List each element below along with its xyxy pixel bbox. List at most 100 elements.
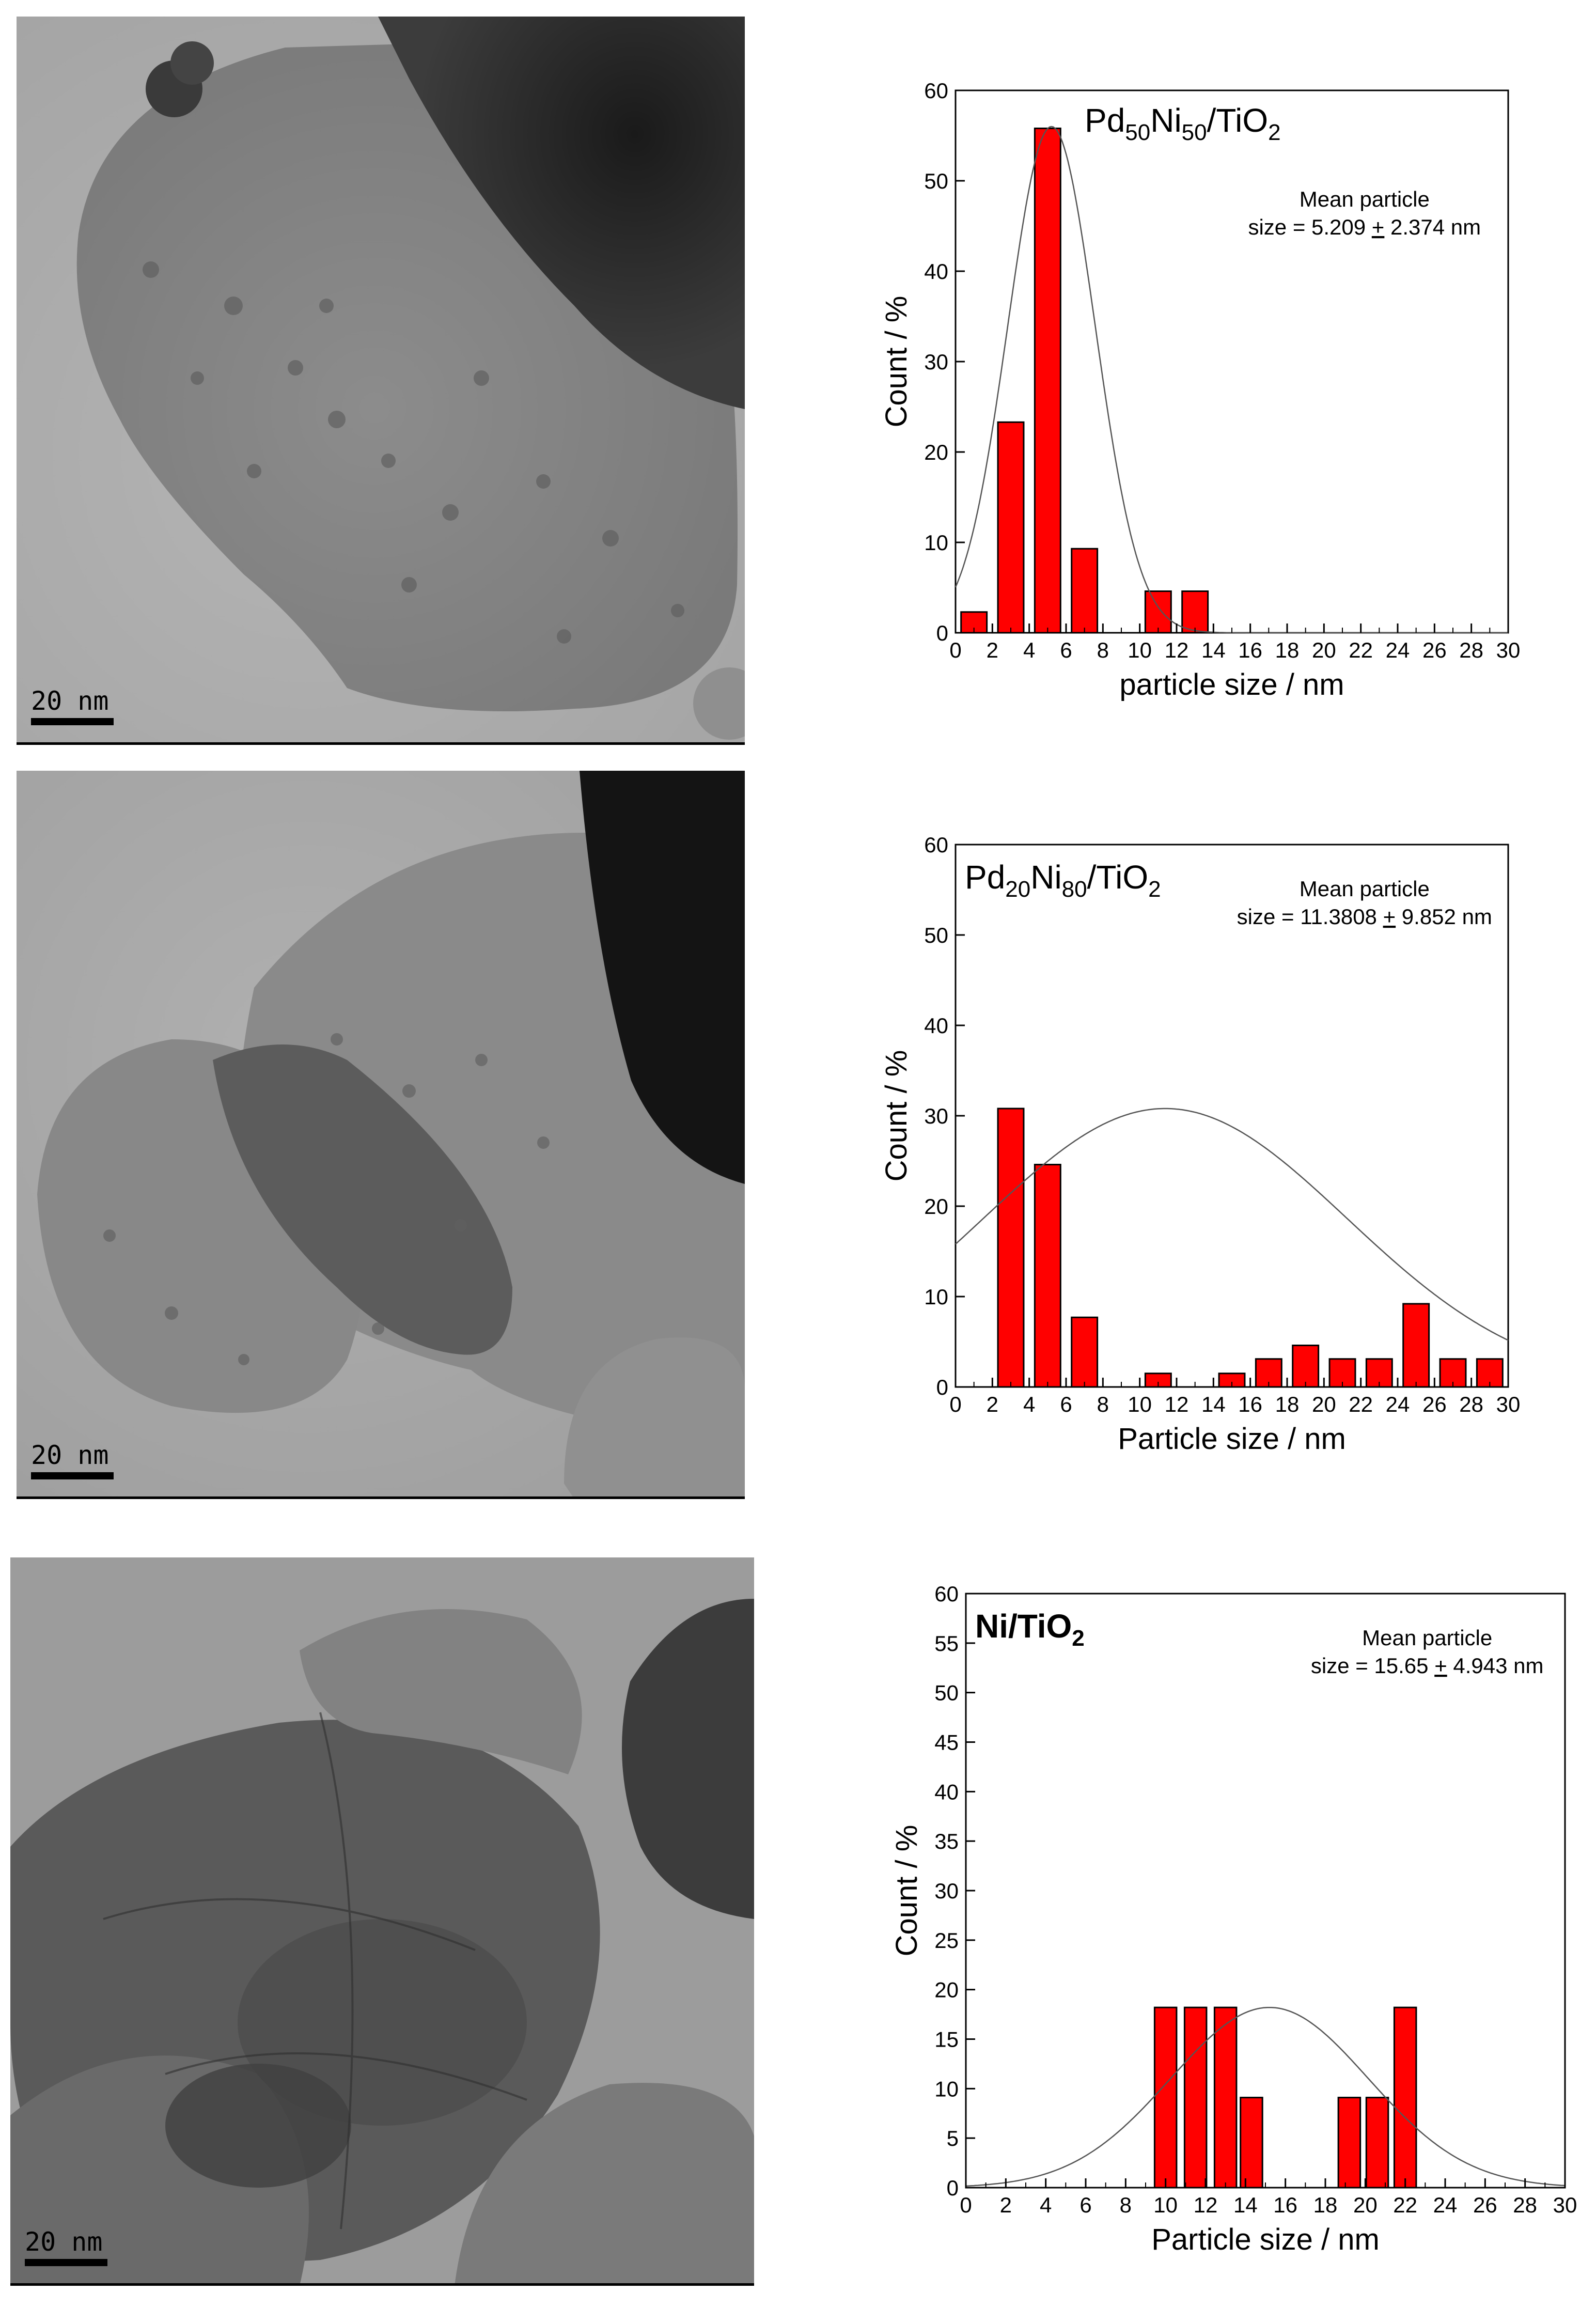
histogram-bar <box>1071 1316 1099 1388</box>
x-tick-label: 10 <box>1153 2193 1178 2217</box>
x-tick-label: 20 <box>1312 638 1336 662</box>
y-tick-label: 60 <box>924 833 948 857</box>
x-tick-label: 24 <box>1386 1392 1410 1416</box>
x-tick-label: 18 <box>1313 2193 1338 2217</box>
x-tick-label: 4 <box>1023 638 1035 662</box>
y-tick-label: 50 <box>934 1681 959 1705</box>
plot-frame <box>965 1593 1566 2189</box>
tem-micrograph-3: 20 nm <box>10 1557 754 2286</box>
x-tick-label: 28 <box>1459 1392 1483 1416</box>
x-tick-label: 24 <box>1386 638 1410 662</box>
x-tick-label: 12 <box>1194 2193 1218 2217</box>
x-tick-label: 6 <box>1060 1392 1072 1416</box>
histogram-bar <box>997 421 1025 634</box>
y-tick-label: 40 <box>924 259 948 284</box>
x-tick-label: 0 <box>949 638 961 662</box>
x-tick-label: 14 <box>1201 638 1226 662</box>
x-tick-label: 10 <box>1128 638 1152 662</box>
y-tick-label: 40 <box>924 1013 948 1038</box>
histogram-bar <box>1071 548 1099 634</box>
y-tick-label: 50 <box>924 923 948 947</box>
mean-size-annotation-line2: size = 5.209 + 2.374 nm <box>1248 215 1481 239</box>
x-tick-label: 22 <box>1349 638 1373 662</box>
x-tick-label: 2 <box>1000 2193 1012 2217</box>
x-tick-label: 24 <box>1433 2193 1458 2217</box>
x-tick-label: 8 <box>1120 2193 1132 2217</box>
scale-bar-label-1: 20 nm <box>31 686 109 716</box>
y-axis-label: Count / % <box>890 1825 924 1957</box>
histogram-bar <box>1365 2097 1389 2189</box>
x-tick-label: 16 <box>1273 2193 1297 2217</box>
x-tick-label: 16 <box>1238 1392 1262 1416</box>
y-tick-label: 5 <box>947 2126 959 2150</box>
y-axis-label: Count / % <box>880 296 913 428</box>
y-tick-label: 60 <box>934 1582 959 1606</box>
y-tick-label: 30 <box>934 1879 959 1903</box>
scale-bar-label-3: 20 nm <box>25 2227 103 2257</box>
gaussian-fit-line <box>955 1108 1509 1341</box>
histogram-bar <box>960 611 988 634</box>
x-tick-label: 12 <box>1165 638 1189 662</box>
y-tick-label: 45 <box>934 1730 959 1755</box>
y-tick-label: 30 <box>924 1104 948 1128</box>
x-tick-label: 28 <box>1513 2193 1537 2217</box>
x-axis-label: Particle size / nm <box>1118 1422 1346 1456</box>
x-tick-label: 22 <box>1393 2193 1417 2217</box>
x-tick-label: 6 <box>1060 638 1072 662</box>
chart-title: Ni/TiO2​ <box>975 1608 1085 1651</box>
y-tick-label: 25 <box>934 1928 959 1953</box>
histogram-bar <box>1292 1345 1320 1388</box>
x-axis-label: particle size / nm <box>1119 668 1344 701</box>
x-tick-label: 2 <box>987 638 998 662</box>
x-tick-label: 26 <box>1422 1392 1447 1416</box>
tem-micrograph-1: 20 nm <box>17 17 745 745</box>
x-tick-label: 10 <box>1128 1392 1152 1416</box>
mean-size-annotation-line2: size = 11.3808 + 9.852 nm <box>1237 905 1492 929</box>
histogram-bar <box>1213 2006 1238 2189</box>
histogram-bar <box>1240 2097 1263 2189</box>
x-tick-label: 30 <box>1553 2193 1577 2217</box>
x-tick-label: 4 <box>1023 1392 1035 1416</box>
x-tick-label: 18 <box>1275 1392 1300 1416</box>
x-tick-label: 12 <box>1165 1392 1189 1416</box>
y-tick-label: 40 <box>934 1780 959 1804</box>
chart-title: Pd50​Ni50​/TiO2​ <box>1085 102 1281 145</box>
x-tick-label: 14 <box>1201 1392 1226 1416</box>
y-tick-label: 20 <box>924 440 948 464</box>
histogram-chart-3: 0 2 4 6 8 10 12 14 16 18 20 22 24 26 28 300510152025303… <box>890 1582 1577 2256</box>
tem-micrograph-2: 20 nm <box>17 771 745 1499</box>
y-tick-label: 10 <box>924 1285 948 1309</box>
y-axis-label: Count / % <box>880 1050 913 1182</box>
y-tick-label: 30 <box>924 350 948 374</box>
mean-size-annotation-line1: Mean particle <box>1300 187 1430 211</box>
y-tick-label: 10 <box>934 2077 959 2101</box>
histogram-bar <box>1255 1358 1282 1388</box>
x-tick-label: 20 <box>1312 1392 1336 1416</box>
x-tick-label: 8 <box>1097 638 1109 662</box>
x-tick-label: 14 <box>1233 2193 1258 2217</box>
y-tick-label: 10 <box>924 531 948 555</box>
y-tick-label: 0 <box>936 621 948 645</box>
histogram-bar <box>1034 128 1061 634</box>
histogram-chart-1: 0 2 4 6 8 10 12 14 16 18 20 22 24 26 28 300102030405060… <box>880 79 1521 701</box>
y-tick-label: 0 <box>947 2176 959 2200</box>
scale-bar-label-2: 20 nm <box>31 1440 109 1470</box>
x-tick-label: 2 <box>987 1392 998 1416</box>
mean-size-annotation-line2: size = 15.65 + 4.943 nm <box>1311 1654 1544 1678</box>
x-tick-label: 22 <box>1349 1392 1373 1416</box>
x-tick-label: 4 <box>1040 2193 1052 2217</box>
histogram-bar <box>1181 590 1209 634</box>
histogram-bar <box>1402 1303 1430 1388</box>
y-tick-label: 20 <box>934 1978 959 2002</box>
y-tick-label: 35 <box>934 1829 959 1853</box>
mean-size-annotation-line1: Mean particle <box>1362 1626 1492 1650</box>
y-tick-label: 50 <box>924 169 948 193</box>
y-tick-label: 0 <box>936 1375 948 1399</box>
x-tick-label: 30 <box>1496 638 1521 662</box>
y-tick-label: 55 <box>934 1631 959 1656</box>
x-tick-label: 26 <box>1422 638 1447 662</box>
histogram-bar <box>1337 2097 1362 2189</box>
x-tick-label: 0 <box>949 1392 961 1416</box>
histogram-bar <box>1153 2006 1178 2189</box>
histogram-bar <box>1183 2006 1208 2189</box>
